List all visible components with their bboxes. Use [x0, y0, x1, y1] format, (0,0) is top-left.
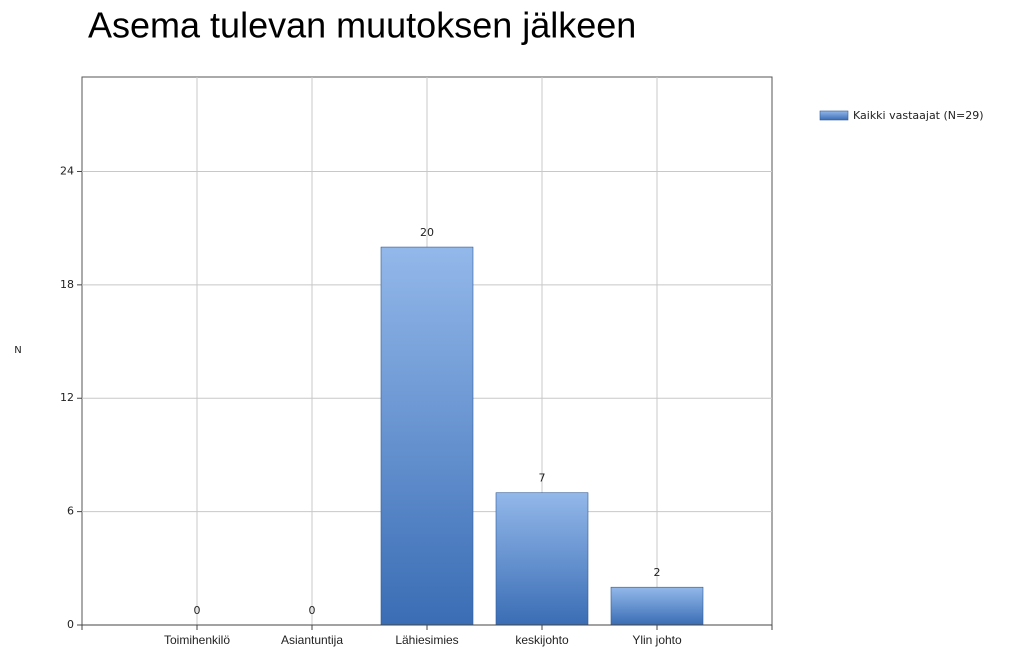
y-tick-label: 12: [60, 391, 74, 404]
legend-label: Kaikki vastaajat (N=29): [853, 109, 984, 122]
data-label: 0: [194, 604, 201, 617]
chart-title: Asema tulevan muutoksen jälkeen: [88, 5, 636, 46]
legend-swatch: [819, 110, 849, 121]
x-tick-label: Asiantuntija: [281, 633, 343, 647]
bar: [610, 586, 704, 626]
y-axis-label: N: [14, 345, 21, 356]
y-tick-label: 0: [67, 618, 74, 631]
data-label: 2: [654, 566, 661, 579]
x-tick-label: Ylin johto: [632, 633, 682, 647]
x-tick-label: Lähiesimies: [395, 633, 458, 647]
data-label: 20: [420, 226, 434, 239]
data-label: 0: [309, 604, 316, 617]
bar: [380, 246, 474, 626]
data-label: 7: [539, 472, 546, 485]
y-tick-label: 24: [60, 164, 74, 177]
bar: [495, 492, 589, 626]
x-tick-label: Toimihenkilö: [164, 633, 230, 647]
y-tick-label: 18: [60, 278, 74, 291]
x-tick-label: keskijohto: [515, 633, 569, 647]
y-tick-label: 6: [67, 505, 74, 518]
